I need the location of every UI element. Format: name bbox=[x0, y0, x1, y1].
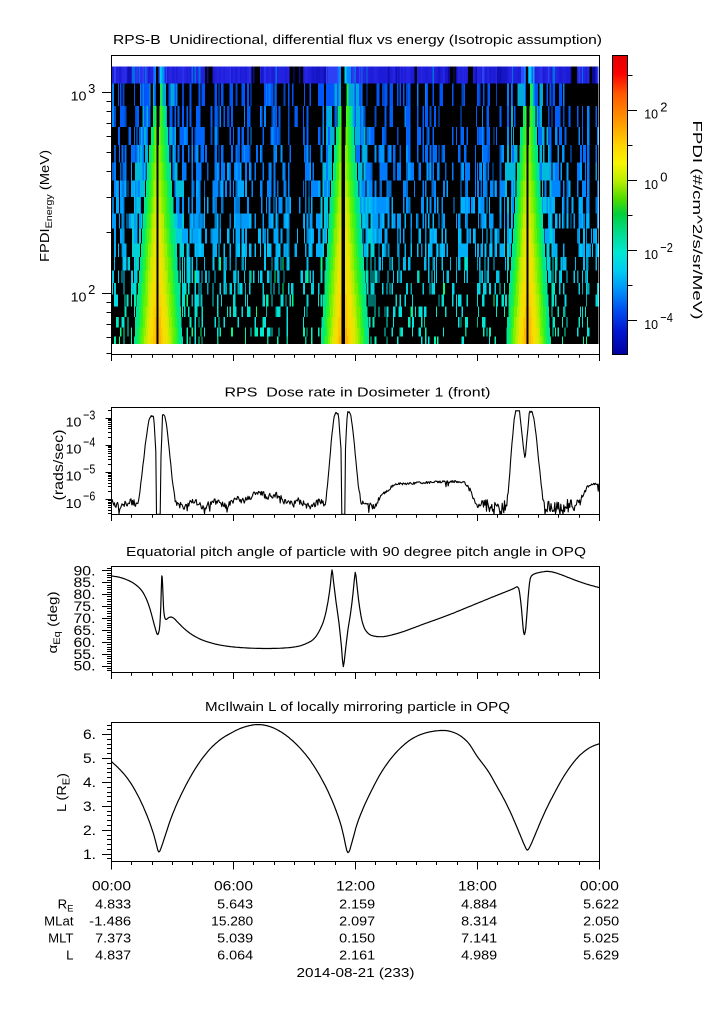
svg-text:10: 10 bbox=[66, 415, 82, 430]
svg-text:-1.486: -1.486 bbox=[89, 914, 131, 929]
svg-text:70.: 70. bbox=[74, 611, 96, 626]
svg-text:00:00: 00:00 bbox=[92, 879, 131, 894]
svg-text:0.150: 0.150 bbox=[339, 931, 375, 946]
svg-text:FPDI (#/cm^2/s/sr/MeV): FPDI (#/cm^2/s/sr/MeV) bbox=[690, 121, 705, 320]
svg-text:0: 0 bbox=[660, 170, 667, 185]
svg-text:1.: 1. bbox=[83, 847, 96, 862]
svg-text:3.: 3. bbox=[83, 799, 96, 814]
svg-text:7.373: 7.373 bbox=[95, 931, 131, 946]
svg-text:MLat: MLat bbox=[44, 914, 74, 929]
svg-text:10: 10 bbox=[644, 177, 658, 192]
svg-text:5.: 5. bbox=[83, 751, 96, 766]
svg-text:65.: 65. bbox=[74, 623, 96, 638]
svg-text:−3: −3 bbox=[83, 407, 95, 422]
svg-text:L: L bbox=[66, 948, 73, 963]
svg-text:MLT: MLT bbox=[48, 931, 73, 946]
svg-text:06:00: 06:00 bbox=[214, 879, 253, 894]
svg-text:10: 10 bbox=[66, 442, 82, 457]
svg-text:4.833: 4.833 bbox=[95, 896, 131, 911]
svg-text:50.: 50. bbox=[74, 659, 96, 674]
svg-text:−4: −4 bbox=[83, 434, 95, 449]
svg-text:2.161: 2.161 bbox=[339, 948, 375, 963]
svg-text:10: 10 bbox=[644, 107, 658, 122]
svg-text:2.097: 2.097 bbox=[339, 914, 375, 929]
svg-text:2.: 2. bbox=[83, 823, 96, 838]
svg-text:12:00: 12:00 bbox=[336, 879, 375, 894]
svg-text:10: 10 bbox=[71, 289, 87, 304]
svg-text:85.: 85. bbox=[74, 575, 96, 590]
svg-text:90.: 90. bbox=[74, 563, 96, 578]
svg-text:75.: 75. bbox=[74, 599, 96, 614]
svg-text:4.884: 4.884 bbox=[461, 896, 497, 911]
svg-text:2.159: 2.159 bbox=[339, 896, 375, 911]
svg-text:5.643: 5.643 bbox=[217, 896, 253, 911]
svg-text:10: 10 bbox=[644, 317, 658, 332]
svg-text:−2: −2 bbox=[660, 240, 673, 255]
svg-text:FPDIEnergy (MeV): FPDIEnergy (MeV) bbox=[37, 150, 55, 262]
svg-text:4.: 4. bbox=[83, 775, 96, 790]
svg-text:18:00: 18:00 bbox=[458, 879, 497, 894]
svg-text:8.314: 8.314 bbox=[461, 914, 497, 929]
svg-text:6.: 6. bbox=[83, 727, 96, 742]
svg-text:RPS-B Unidirectional, differe: RPS-B Unidirectional, differential flux … bbox=[113, 32, 602, 47]
svg-text:3: 3 bbox=[88, 81, 95, 96]
svg-text:10: 10 bbox=[66, 496, 82, 511]
svg-text:10: 10 bbox=[71, 88, 87, 103]
svg-text:McIlwain L of locally mirrorin: McIlwain L of locally mirroring particle… bbox=[205, 699, 510, 714]
svg-text:2.050: 2.050 bbox=[583, 914, 619, 929]
svg-text:55.: 55. bbox=[74, 647, 96, 662]
svg-text:60.: 60. bbox=[74, 635, 96, 650]
svg-text:5.025: 5.025 bbox=[583, 931, 619, 946]
svg-text:7.141: 7.141 bbox=[461, 931, 497, 946]
svg-text:2: 2 bbox=[660, 99, 667, 114]
svg-text:−6: −6 bbox=[83, 489, 95, 504]
svg-text:5.629: 5.629 bbox=[583, 948, 619, 963]
svg-text:15.280: 15.280 bbox=[211, 914, 253, 929]
svg-text:5.622: 5.622 bbox=[583, 896, 619, 911]
svg-text:4.837: 4.837 bbox=[95, 948, 131, 963]
svg-text:−5: −5 bbox=[83, 462, 95, 477]
svg-text:10: 10 bbox=[66, 469, 82, 484]
svg-text:5.039: 5.039 bbox=[217, 931, 253, 946]
svg-text:Equatorial pitch angle of part: Equatorial pitch angle of particle with … bbox=[126, 544, 586, 559]
svg-text:00:00: 00:00 bbox=[580, 879, 619, 894]
svg-text:−4: −4 bbox=[660, 310, 673, 325]
svg-text:(rads/sec): (rads/sec) bbox=[51, 430, 66, 501]
svg-text:80.: 80. bbox=[74, 587, 96, 602]
svg-text:10: 10 bbox=[644, 247, 658, 262]
svg-text:6.064: 6.064 bbox=[217, 948, 253, 963]
svg-text:2: 2 bbox=[88, 282, 95, 297]
svg-text:4.989: 4.989 bbox=[461, 948, 497, 963]
svg-text:RPS Dose rate in Dosimeter 1: RPS Dose rate in Dosimeter 1 (front) bbox=[225, 385, 491, 400]
svg-text:2014-08-21 (233): 2014-08-21 (233) bbox=[297, 965, 415, 980]
